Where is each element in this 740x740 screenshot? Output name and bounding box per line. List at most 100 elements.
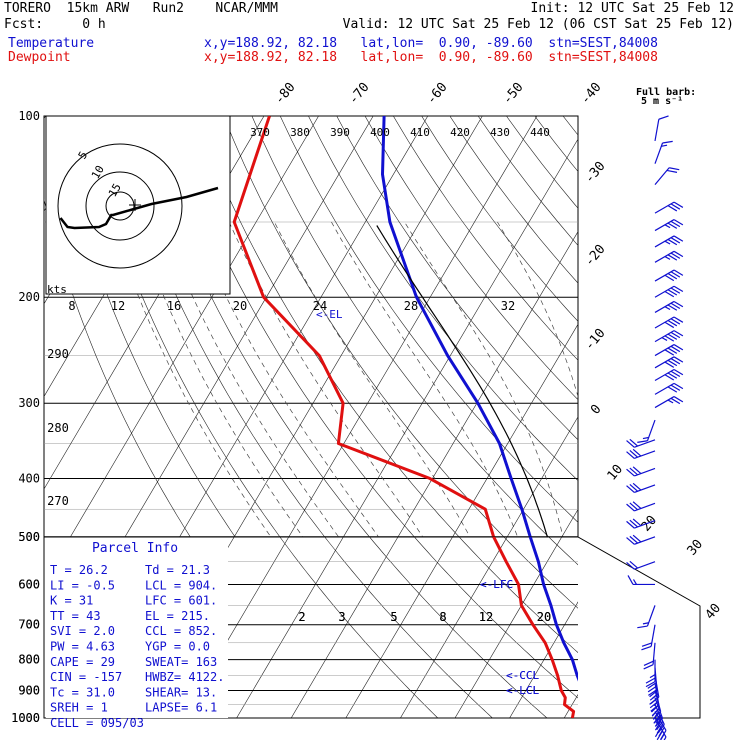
wind-barb-flag	[667, 254, 678, 261]
wind-barb-flag	[648, 689, 658, 696]
isotherm-label: -40	[578, 80, 605, 108]
mixing-ratio-label: 3	[338, 610, 345, 624]
wind-barb-flag	[667, 273, 678, 280]
dry-adiabat-line	[369, 537, 548, 718]
mixing-ratio-label: 8	[439, 610, 446, 624]
pressure-tick-label: 600	[18, 577, 40, 591]
hodograph-ring	[57, 143, 183, 269]
wind-barb-flag	[647, 685, 657, 693]
wind-barb-flag	[626, 468, 635, 477]
pressure-tick-label: 700	[18, 618, 40, 632]
wind-barb-flag	[667, 347, 678, 354]
wind-barb	[626, 466, 656, 477]
wind-barb-staff	[654, 219, 675, 232]
wind-barb-flag	[670, 252, 681, 259]
parcel-row-left: SVI = 2.0	[50, 624, 115, 638]
isotherm-label: -50	[500, 80, 527, 108]
mixing-ratio-label: 5	[390, 610, 397, 624]
level-marker-label: <-LCL	[506, 684, 539, 697]
pressure-tick-label: 200	[18, 290, 40, 304]
isotherm-label: 40	[703, 601, 725, 623]
wind-barb-flag	[670, 220, 681, 228]
wind-barb-flag	[645, 677, 656, 684]
parcel-row-left: LI = -0.5	[50, 578, 115, 592]
theta-e-label: 370	[250, 126, 270, 139]
dry-adiabat-line	[279, 537, 439, 718]
wind-barb-half-flag	[667, 399, 674, 404]
wind-barb-flag	[667, 333, 678, 340]
wind-barb-flag	[629, 450, 639, 458]
mixing-ratio-label: 3	[338, 610, 345, 624]
wind-barb-staff	[654, 142, 664, 164]
parcel-row-right: EL = 215.	[145, 609, 210, 623]
wind-barb-flag	[673, 285, 684, 293]
mixing-ratio-label: 20	[537, 610, 551, 624]
wind-barb-half-flag	[664, 224, 671, 229]
theta-e-label: 380	[290, 126, 310, 139]
wind-barb-staff	[634, 484, 656, 493]
pressure-tick-label: 500	[18, 530, 40, 544]
temperature-profile-line	[528, 537, 578, 682]
wind-barb-flag	[667, 304, 678, 311]
wind-barb-half-flag	[655, 718, 660, 724]
wind-barb-staff	[652, 642, 656, 665]
wind-barb	[654, 201, 684, 214]
wind-barb-flag	[647, 682, 657, 689]
wind-barb-staff	[634, 439, 656, 448]
moist-adiabat-line	[228, 221, 510, 718]
wind-barb-flag	[655, 717, 663, 727]
wind-barb-flag	[670, 237, 681, 244]
isotherm-label: -10	[582, 326, 609, 354]
mixing-ratio-label: 20	[537, 610, 551, 624]
wind-barb-flag	[627, 575, 634, 585]
theta-e-label: 390	[330, 126, 350, 139]
wind-barb-flag	[673, 344, 684, 351]
model-title: TORERO 15km ARW Run2 NCAR/MMM	[4, 1, 278, 16]
wind-barb-flag	[637, 625, 648, 629]
wind-barb-flag	[658, 727, 665, 737]
parcel-row-right: LCL = 904.	[145, 578, 217, 592]
level-marker-label: <-EL	[316, 308, 343, 321]
parcel-row-left: CAPE = 29	[50, 655, 115, 669]
barb-key-title: Full barb:	[636, 87, 696, 98]
wind-barb-staff	[646, 605, 656, 627]
pressure-tick-label: 300	[18, 396, 40, 410]
mixing-ratio-label: 12	[479, 610, 493, 624]
wind-barb-flag	[673, 235, 684, 242]
wind-barb	[654, 140, 673, 164]
wind-barb	[626, 534, 656, 545]
wind-barb-flag	[649, 689, 658, 698]
parcel-row-right: LFC = 601.	[145, 594, 217, 608]
mixing-ratio-label: 32	[501, 299, 515, 313]
hodograph-trace	[59, 186, 219, 230]
dry-adiabat-line	[279, 116, 578, 523]
wind-barb-flag	[667, 205, 678, 212]
wind-barb	[626, 560, 656, 570]
wind-barb-flag	[629, 438, 639, 447]
mixing-ratio-label: 8	[439, 610, 446, 624]
pressure-tick-label: 600	[18, 577, 40, 591]
theta-e-label: 430	[490, 126, 510, 139]
wind-barb-flag	[664, 374, 675, 381]
wind-barb-flag	[667, 319, 678, 327]
wind-barb-flag	[667, 359, 678, 367]
dry-adiabat-line	[704, 116, 740, 718]
dewpoint-profile-line	[492, 537, 576, 718]
pressure-tick-label: 700	[18, 618, 40, 632]
mixing-ratio-label: 20	[233, 299, 247, 313]
dry-adiabat-line	[308, 116, 578, 482]
wind-barb-flag	[662, 140, 673, 144]
init-time: Init: 12 UTC Sat 25 Feb 12	[530, 1, 735, 16]
wind-barb-flag	[673, 219, 684, 226]
wind-barb-flag	[629, 467, 639, 476]
mixing-ratio-label: 24	[313, 299, 327, 313]
wind-barb-flag	[629, 484, 639, 492]
pressure-tick-label: 900	[18, 683, 40, 697]
wind-barb-flag	[670, 203, 681, 210]
wind-barb-flag	[670, 345, 681, 353]
moist-adiabat-line	[274, 221, 538, 718]
wind-barb-staff	[654, 697, 664, 719]
theta-e-label: 440	[530, 126, 550, 139]
parcel-row-left: Tc = 31.0	[50, 685, 115, 699]
